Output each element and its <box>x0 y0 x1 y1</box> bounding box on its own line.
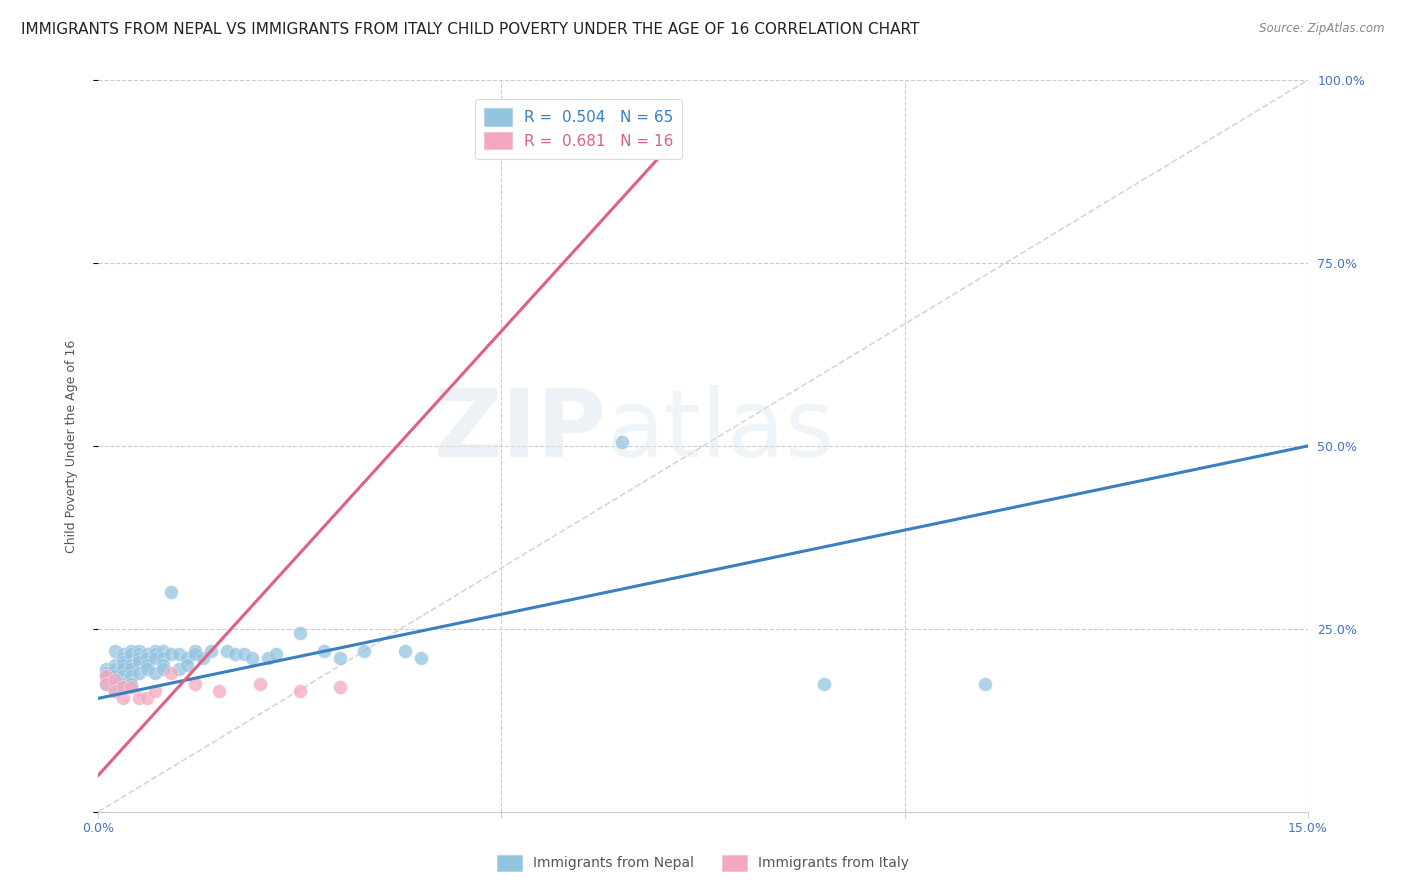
Point <box>143 684 166 698</box>
Point <box>152 651 174 665</box>
Point <box>103 662 125 676</box>
Point <box>264 648 287 662</box>
Point <box>111 691 134 706</box>
Point <box>813 676 835 690</box>
Point <box>394 644 416 658</box>
Point <box>974 676 997 690</box>
Point <box>176 651 198 665</box>
Point <box>111 662 134 676</box>
Point <box>111 676 134 690</box>
Point <box>120 662 142 676</box>
Point <box>167 662 190 676</box>
Point <box>128 648 150 662</box>
Point <box>128 691 150 706</box>
Point <box>103 684 125 698</box>
Point <box>135 648 157 662</box>
Point <box>135 651 157 665</box>
Point <box>184 648 207 662</box>
Point <box>217 644 239 658</box>
Point <box>111 651 134 665</box>
Point <box>96 676 118 690</box>
Point <box>120 658 142 673</box>
Point <box>103 673 125 687</box>
Point <box>288 625 311 640</box>
Point <box>353 644 375 658</box>
Point <box>120 681 142 695</box>
Point <box>103 644 125 658</box>
Legend: R =  0.504   N = 65, R =  0.681   N = 16: R = 0.504 N = 65, R = 0.681 N = 16 <box>475 99 682 159</box>
Point <box>232 648 254 662</box>
Point <box>143 648 166 662</box>
Point <box>176 658 198 673</box>
Legend: Immigrants from Nepal, Immigrants from Italy: Immigrants from Nepal, Immigrants from I… <box>492 849 914 876</box>
Point <box>103 684 125 698</box>
Point <box>160 585 183 599</box>
Point <box>128 655 150 669</box>
Point <box>120 676 142 690</box>
Text: IMMIGRANTS FROM NEPAL VS IMMIGRANTS FROM ITALY CHILD POVERTY UNDER THE AGE OF 16: IMMIGRANTS FROM NEPAL VS IMMIGRANTS FROM… <box>21 22 920 37</box>
Text: Source: ZipAtlas.com: Source: ZipAtlas.com <box>1260 22 1385 36</box>
Point <box>128 665 150 680</box>
Point <box>103 669 125 683</box>
Point <box>96 669 118 683</box>
Point <box>128 651 150 665</box>
Y-axis label: Child Poverty Under the Age of 16: Child Poverty Under the Age of 16 <box>65 339 77 553</box>
Point <box>200 644 222 658</box>
Point <box>224 648 246 662</box>
Point <box>143 644 166 658</box>
Point <box>612 435 634 450</box>
Point <box>135 662 157 676</box>
Point <box>96 669 118 683</box>
Point <box>256 651 278 665</box>
Point <box>111 658 134 673</box>
Point <box>143 651 166 665</box>
Point <box>288 684 311 698</box>
Point <box>329 651 352 665</box>
Point <box>193 651 215 665</box>
Point <box>152 662 174 676</box>
Point <box>184 644 207 658</box>
Text: atlas: atlas <box>606 385 835 477</box>
Point <box>135 658 157 673</box>
Point <box>160 665 183 680</box>
Point <box>240 651 263 665</box>
Point <box>111 648 134 662</box>
Point <box>167 648 190 662</box>
Point <box>128 644 150 658</box>
Point <box>111 669 134 683</box>
Text: ZIP: ZIP <box>433 385 606 477</box>
Point <box>103 658 125 673</box>
Point <box>111 655 134 669</box>
Point <box>120 648 142 662</box>
Point <box>409 651 432 665</box>
Point <box>314 644 336 658</box>
Point <box>120 644 142 658</box>
Point <box>160 648 183 662</box>
Point <box>96 662 118 676</box>
Point <box>249 676 271 690</box>
Point <box>329 681 352 695</box>
Point <box>135 691 157 706</box>
Point <box>184 676 207 690</box>
Point <box>120 669 142 683</box>
Point <box>96 676 118 690</box>
Point <box>111 681 134 695</box>
Point <box>103 676 125 690</box>
Point <box>96 665 118 680</box>
Point <box>143 665 166 680</box>
Point <box>152 658 174 673</box>
Point <box>208 684 231 698</box>
Point <box>152 644 174 658</box>
